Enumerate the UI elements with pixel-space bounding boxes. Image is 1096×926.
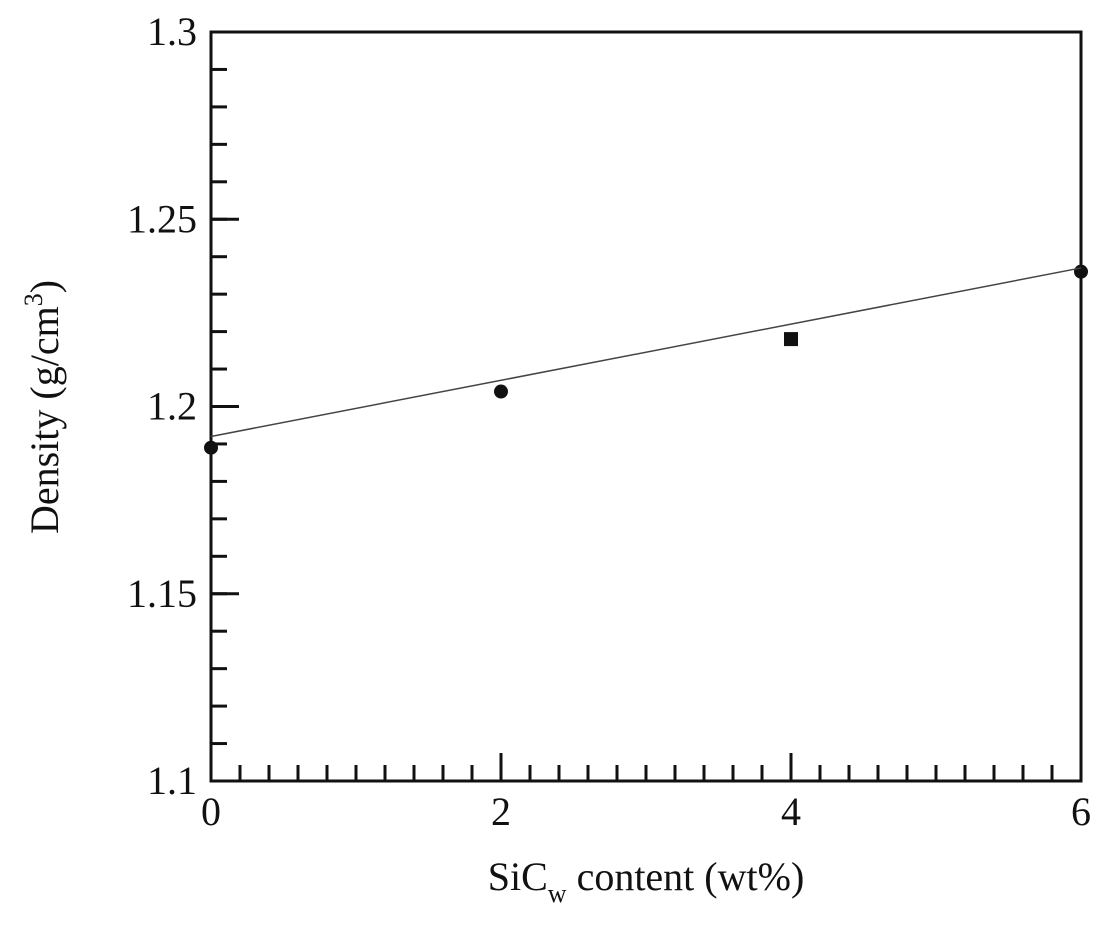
y-label-sup: 3 (19, 293, 48, 306)
x-axis-label: SiCw content (wt%) (488, 854, 805, 908)
x-label-part: SiC (488, 854, 548, 899)
plot-frame (209, 30, 1083, 783)
x-tick-label: 0 (201, 789, 221, 834)
point (494, 384, 508, 399)
x-label-part: content (wt%) (567, 854, 805, 899)
point (1074, 264, 1088, 279)
x-tick-label: 6 (1071, 789, 1091, 834)
y-tick-label: 1.25 (127, 196, 197, 241)
fit-line (210, 267, 1082, 438)
y-tick-label: 1.1 (147, 758, 197, 803)
y-axis-label: Density (g/cm3) (19, 280, 67, 534)
y-tick-label: 1.2 (147, 384, 197, 429)
x-label-sub: w (548, 879, 567, 908)
y-tick-label: 1.15 (127, 571, 197, 616)
x-tick-label: 2 (491, 789, 511, 834)
point (204, 440, 218, 455)
y-label-part: Density (g/cm (22, 306, 67, 534)
x-tick-label: 4 (781, 789, 801, 834)
point (784, 332, 798, 347)
y-tick-label: 1.3 (147, 9, 197, 54)
y-label-part: ) (22, 280, 67, 293)
